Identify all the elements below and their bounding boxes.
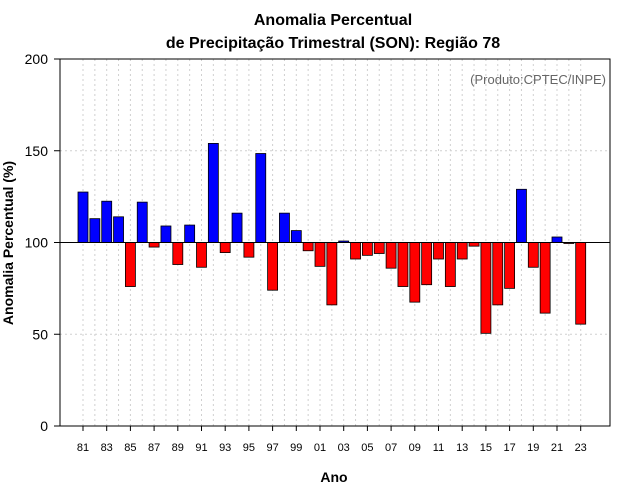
chart-title-line2: de Precipitação Trimestral (SON): Região…: [166, 35, 500, 52]
x-tick-label: 81: [77, 442, 89, 454]
x-tick-label: 07: [385, 442, 397, 454]
bar-1988: [160, 225, 172, 243]
bar-2021: [551, 236, 563, 243]
bar-2007: [385, 242, 397, 269]
bar-2011: [433, 242, 444, 260]
x-tick-label: 21: [551, 442, 563, 454]
bars: [77, 143, 587, 334]
bar-2013: [456, 242, 468, 260]
x-axis: 81 83 85 87 89 91 93 95 97 99 01 03 05 07 09 11 13 15 17 19…: [77, 426, 587, 454]
x-tick-label: 95: [243, 442, 255, 454]
x-tick-label: 87: [148, 442, 160, 454]
y-tick-label: 0: [40, 418, 48, 434]
bar-2009: [409, 242, 421, 303]
y-axis-title: Anomalia Percentual (%): [0, 161, 16, 325]
bar-2006: [373, 242, 385, 254]
x-tick-label: 11: [433, 442, 444, 454]
bar-1995: [243, 242, 255, 258]
bar-2016: [492, 242, 504, 306]
x-tick-label: 01: [314, 442, 326, 454]
bar-2014: [468, 242, 480, 247]
y-tick-label: 150: [25, 143, 49, 159]
x-axis-title: Ano: [320, 469, 347, 485]
bar-1990: [184, 224, 196, 243]
y-tick-label: 50: [32, 326, 48, 342]
bar-1999: [290, 230, 302, 243]
chart-title-line1: Anomalia Percentual: [254, 12, 412, 29]
bar-1989: [172, 242, 184, 265]
bar-2000: [302, 242, 314, 252]
bar-2018: [516, 188, 527, 243]
x-tick-label: 83: [101, 442, 113, 454]
x-tick-label: 89: [172, 442, 184, 454]
bar-2008: [397, 242, 409, 287]
bar-1981: [77, 191, 89, 243]
x-tick-label: 09: [409, 442, 421, 454]
x-tick-label: 15: [480, 442, 492, 454]
bar-2019: [527, 242, 539, 268]
x-tick-label: 97: [266, 442, 278, 454]
bar-1982: [89, 218, 101, 243]
bar-1984: [113, 216, 124, 243]
x-tick-label: 23: [575, 442, 587, 454]
bar-2010: [421, 242, 433, 286]
bar-2015: [480, 242, 492, 334]
bar-1993: [219, 242, 231, 253]
y-tick-label: 100: [25, 235, 49, 251]
bar-1996: [255, 153, 267, 243]
credit-text: (Produto:CPTEC/INPE): [470, 72, 606, 87]
y-axis: 0 50 100 150 200: [25, 51, 60, 434]
x-tick-label: 91: [195, 442, 207, 454]
bar-1992: [207, 143, 219, 243]
x-tick-label: 05: [361, 442, 373, 454]
bar-2001: [314, 242, 326, 267]
grid: [60, 59, 610, 426]
bar-1986: [136, 201, 148, 243]
bar-2023: [575, 242, 587, 325]
bar-1998: [279, 212, 290, 243]
bar-2002: [326, 242, 338, 306]
bar-2017: [504, 242, 516, 289]
x-tick-label: 93: [219, 442, 231, 454]
bar-1997: [267, 242, 279, 291]
bar-2004: [350, 242, 361, 260]
x-tick-label: 19: [527, 442, 539, 454]
bar-1983: [101, 200, 113, 243]
x-tick-label: 13: [456, 442, 468, 454]
bar-2012: [444, 242, 456, 287]
x-tick-label: 03: [338, 442, 350, 454]
bar-1987: [148, 242, 160, 248]
bar-1991: [196, 242, 207, 268]
bar-1985: [125, 242, 136, 287]
bar-1994: [231, 212, 243, 243]
x-tick-label: 99: [290, 442, 302, 454]
x-tick-label: 85: [124, 442, 136, 454]
bar-2005: [361, 242, 373, 256]
bar-2020: [539, 242, 551, 314]
x-tick-label: 17: [503, 442, 515, 454]
y-tick-label: 200: [25, 51, 49, 67]
